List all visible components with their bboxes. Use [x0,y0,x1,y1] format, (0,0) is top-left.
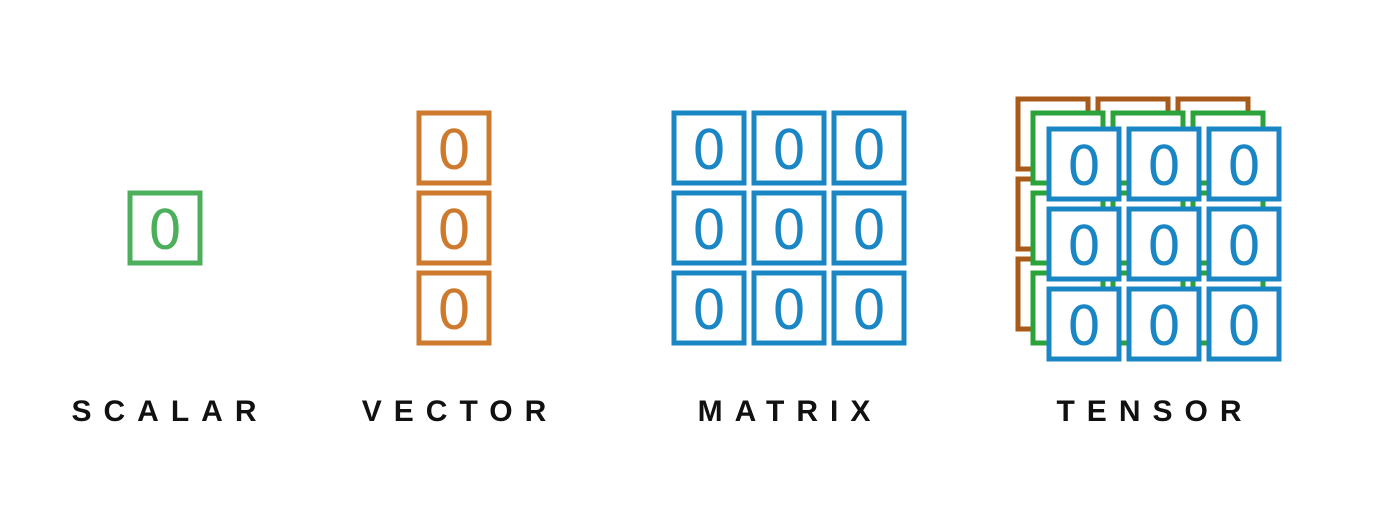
tensor-front-layer-cell-value: 0 [1227,295,1261,358]
tensor-front-layer-cell [1046,126,1122,202]
tensor-front-layer-cell-value: 0 [1067,215,1101,278]
matrix-cell [671,190,747,266]
vector-cell-value: 0 [437,279,471,342]
tensor-front-layer-cell [1126,206,1202,282]
scalar-cell [127,190,203,266]
tensor-front-layer-cell-value: 0 [1147,295,1181,358]
vector-cell [416,190,492,266]
matrix-cell-value: 0 [692,119,726,182]
matrix-grid: 0 0 00 0 00 0 0 [671,110,907,346]
matrix-cell [751,190,827,266]
scalar-grid: 0 [127,190,203,266]
vector-cell-value: 0 [437,199,471,262]
tensor-front-layer-cell [1046,286,1122,362]
matrix-cell-value: 0 [852,199,886,262]
matrix-cell-value: 0 [772,279,806,342]
matrix-cell-value: 0 [772,119,806,182]
tensor-front-layer: 0 0 00 0 00 0 0 [1046,126,1282,362]
tensor-front-layer-cell [1046,206,1122,282]
matrix-cell-value: 0 [852,279,886,342]
tensor-front-layer-cell [1126,126,1202,202]
vector-cell [416,270,492,346]
tensor-front-layer-cell [1206,126,1282,202]
matrix-cell-value: 0 [692,279,726,342]
matrix-label: MATRIX [697,395,883,428]
vector-cell [416,110,492,186]
tensor-label: TENSOR [1056,395,1254,428]
tensor-front-layer-cell [1206,206,1282,282]
matrix-cell [831,110,907,186]
matrix-cell [831,270,907,346]
matrix-cell [831,190,907,266]
tensor-front-layer-cell-value: 0 [1147,135,1181,198]
tensor-front-layer-cell-value: 0 [1147,215,1181,278]
tensor-grid: 0 0 00 0 00 0 0 [1015,96,1282,362]
vector-cell-value: 0 [437,119,471,182]
scalar-label: SCALAR [71,395,269,428]
tensor-front-layer-cell [1126,286,1202,362]
tensor-front-layer-cell-value: 0 [1067,295,1101,358]
tensor-front-layer-cell-value: 0 [1067,135,1101,198]
matrix-cell [751,110,827,186]
scalar-cell-value: 0 [148,199,182,262]
matrix-cell-value: 0 [772,199,806,262]
vector-label: VECTOR [361,395,559,428]
matrix-cell-value: 0 [692,199,726,262]
vector-grid: 0 0 0 [416,110,492,346]
matrix-cell [671,110,747,186]
tensor-front-layer-cell [1206,286,1282,362]
matrix-cell-value: 0 [852,119,886,182]
matrix-cell [671,270,747,346]
matrix-cell [751,270,827,346]
tensor-front-layer-cell-value: 0 [1227,135,1261,198]
tensor-front-layer-cell-value: 0 [1227,215,1261,278]
